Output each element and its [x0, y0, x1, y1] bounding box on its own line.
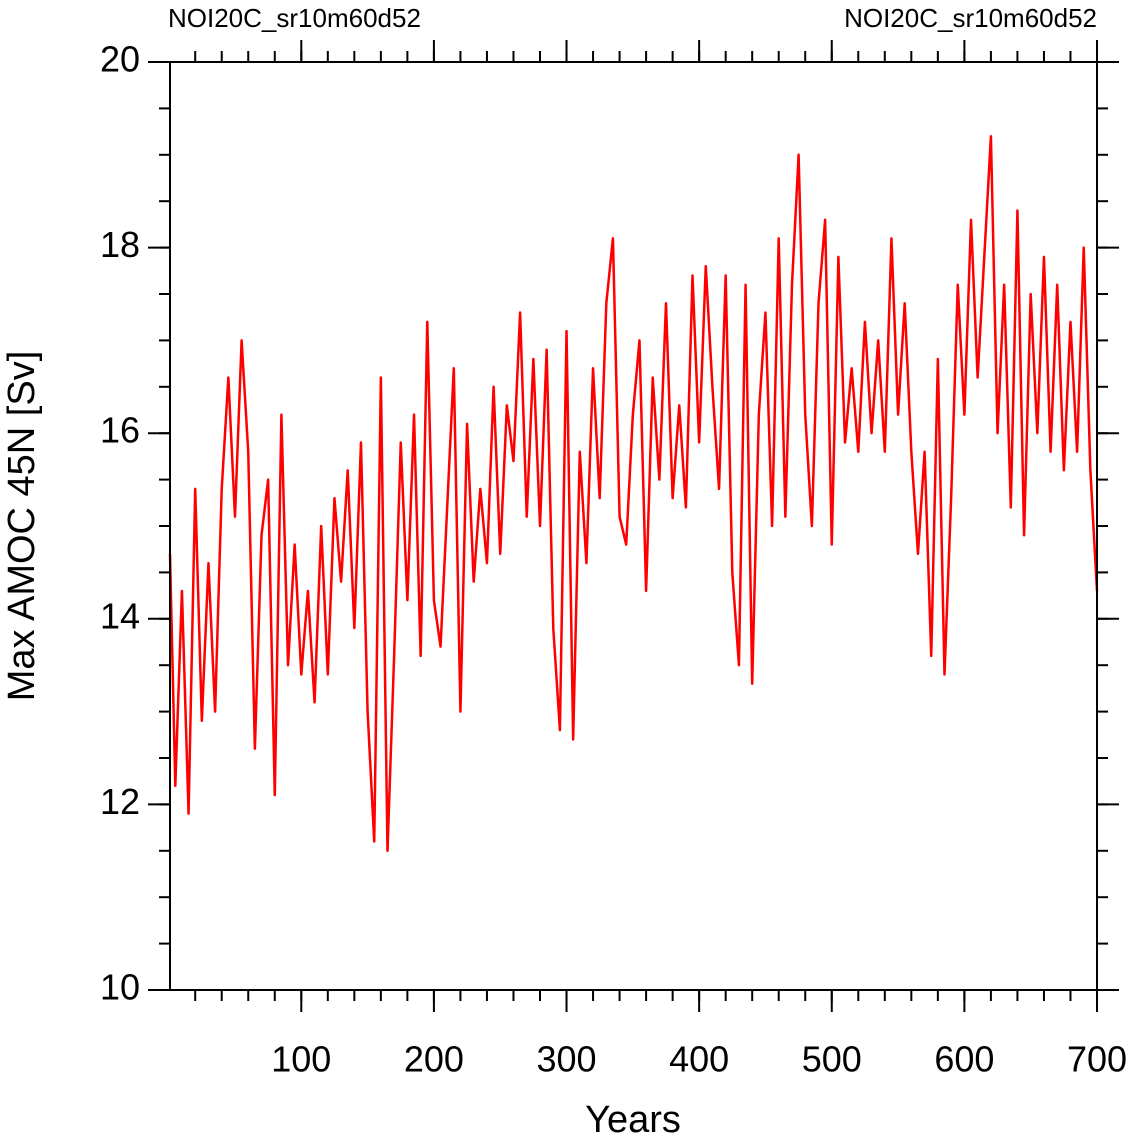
y-tick-label: 16	[100, 410, 140, 451]
y-tick-label: 20	[100, 39, 140, 80]
x-tick-label: 100	[271, 1039, 331, 1080]
x-tick-label: 400	[669, 1039, 729, 1080]
x-tick-label: 500	[802, 1039, 862, 1080]
x-tick-label: 600	[934, 1039, 994, 1080]
data-line	[168, 134, 1099, 853]
y-tick-label: 12	[100, 781, 140, 822]
x-tick-label: 200	[404, 1039, 464, 1080]
left-title: NOI20C_sr10m60d52	[168, 3, 421, 33]
x-axis-label: Years	[585, 1099, 681, 1141]
x-tick-label: 700	[1067, 1039, 1127, 1080]
y-tick-label: 18	[100, 224, 140, 265]
plot-frame	[169, 61, 1098, 991]
right-title: NOI20C_sr10m60d52	[844, 3, 1097, 33]
y-tick-label: 14	[100, 595, 140, 636]
y-axis-label: Max AMOC 45N [Sv]	[1, 351, 43, 702]
y-tick-label: 10	[100, 967, 140, 1008]
x-tick-label: 300	[536, 1039, 596, 1080]
